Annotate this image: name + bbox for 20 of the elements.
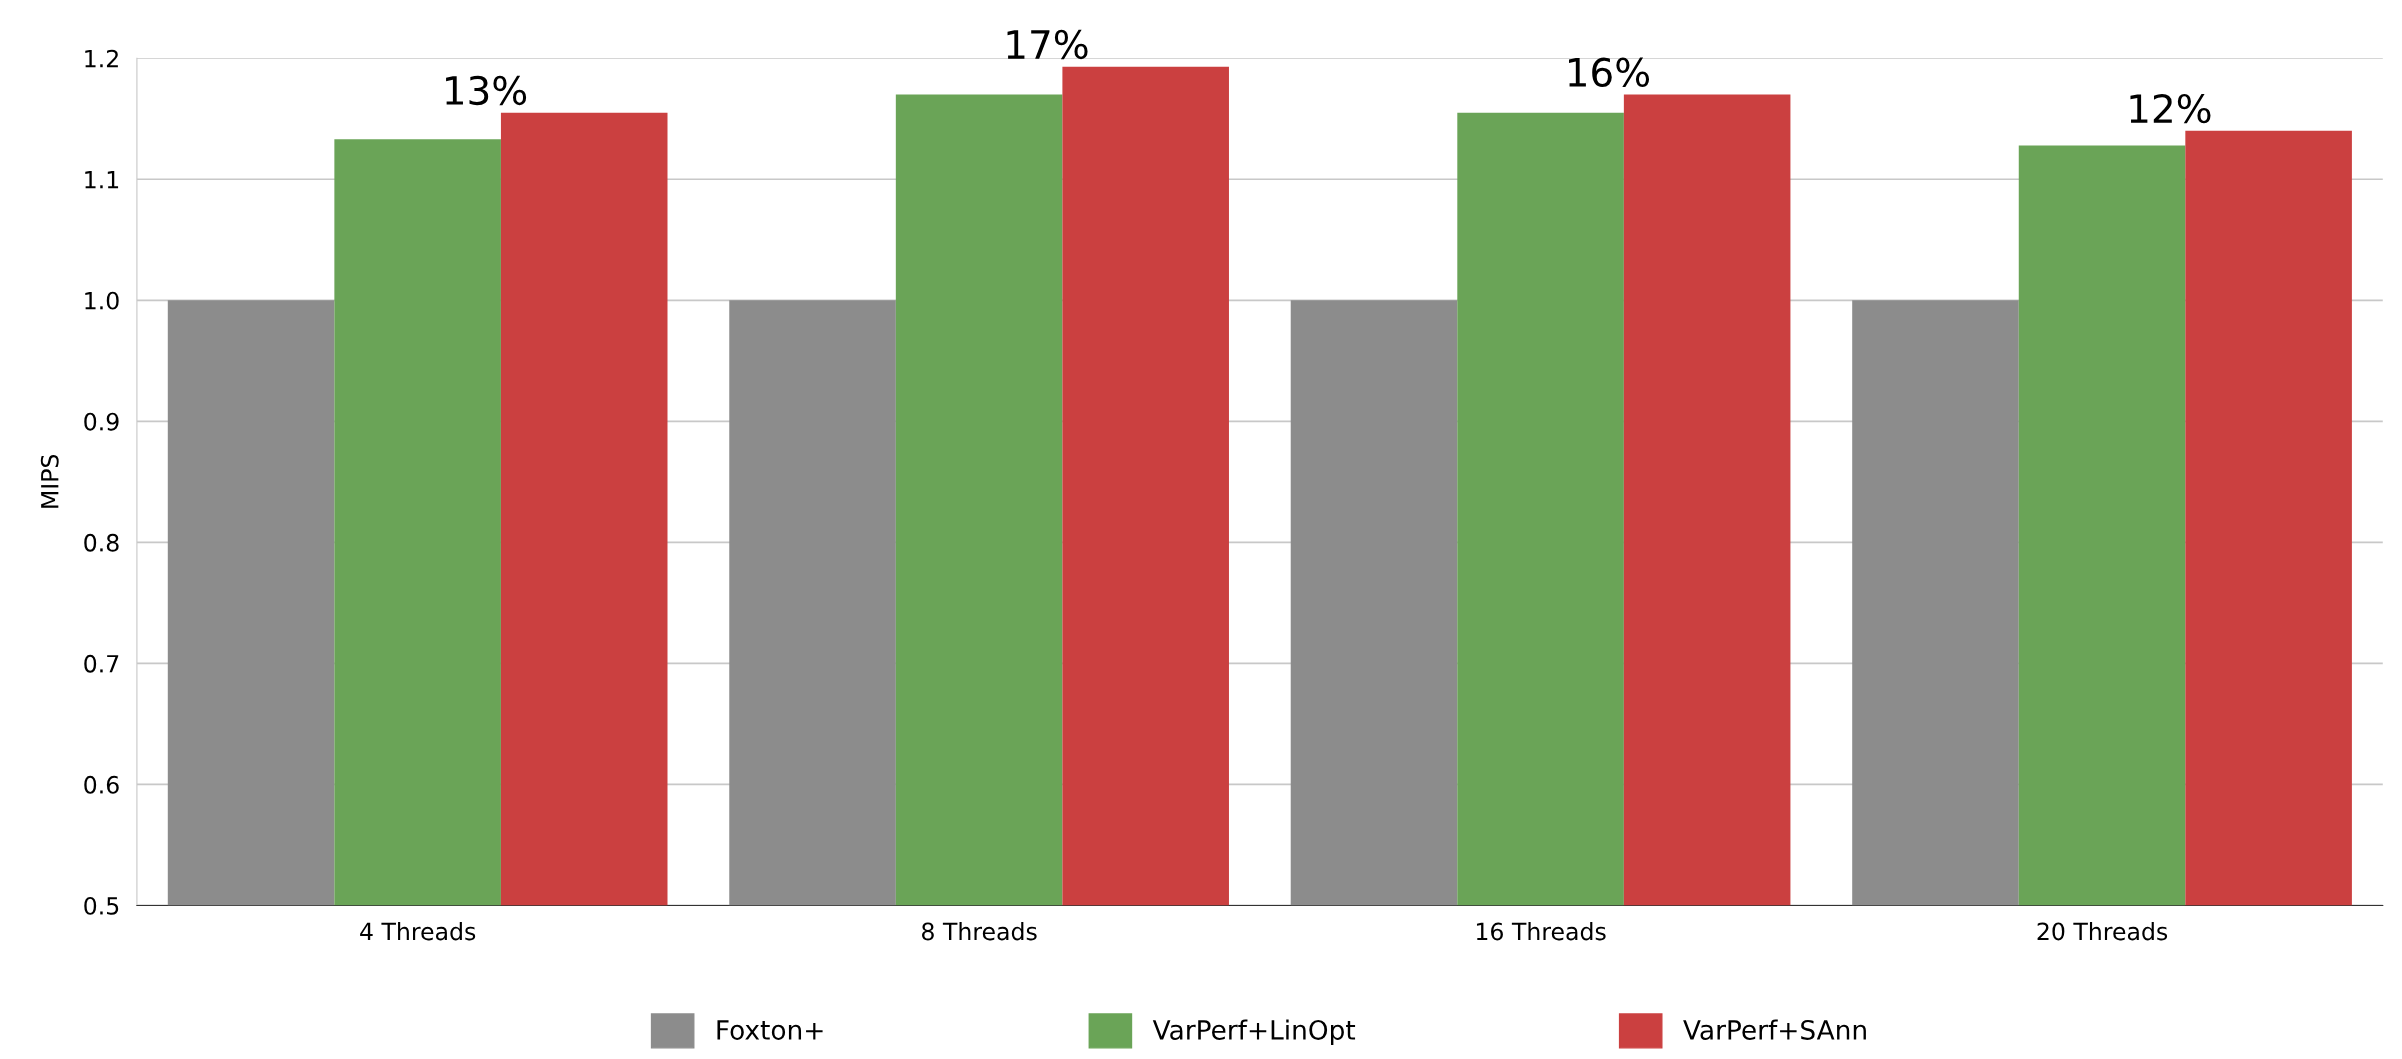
annotation: 12% (2130, 93, 2211, 124)
y-tick-label: 1.0 (85, 291, 119, 310)
legend-label: VarPerf+SAnn (1683, 1019, 1866, 1040)
x-tick-label: 20 Threads (2037, 922, 2168, 941)
x-tick-label: 8 Threads (922, 922, 1037, 941)
y-tick-label: 1.2 (85, 49, 118, 68)
x-tick-label: 4 Threads (360, 922, 476, 941)
x-tick-label: 16 Threads (1476, 922, 1606, 941)
y-tick-label: 1.1 (85, 171, 119, 189)
annotation: 16% (1569, 57, 1650, 88)
y-tick-label: 0.7 (84, 654, 119, 673)
y-tick-label: 0.5 (84, 896, 119, 915)
annotation: 17% (1007, 29, 1088, 60)
y-axis-title: MIPS (40, 454, 59, 508)
legend-label: Foxton+ (717, 1020, 823, 1040)
annotation: 13% (446, 75, 527, 106)
y-tick-label: 0.6 (84, 775, 119, 794)
legend-label: VarPerf+LinOpt (1152, 1019, 1356, 1045)
y-tick-label: 0.9 (84, 412, 119, 431)
y-tick-label: 0.8 (84, 533, 119, 552)
